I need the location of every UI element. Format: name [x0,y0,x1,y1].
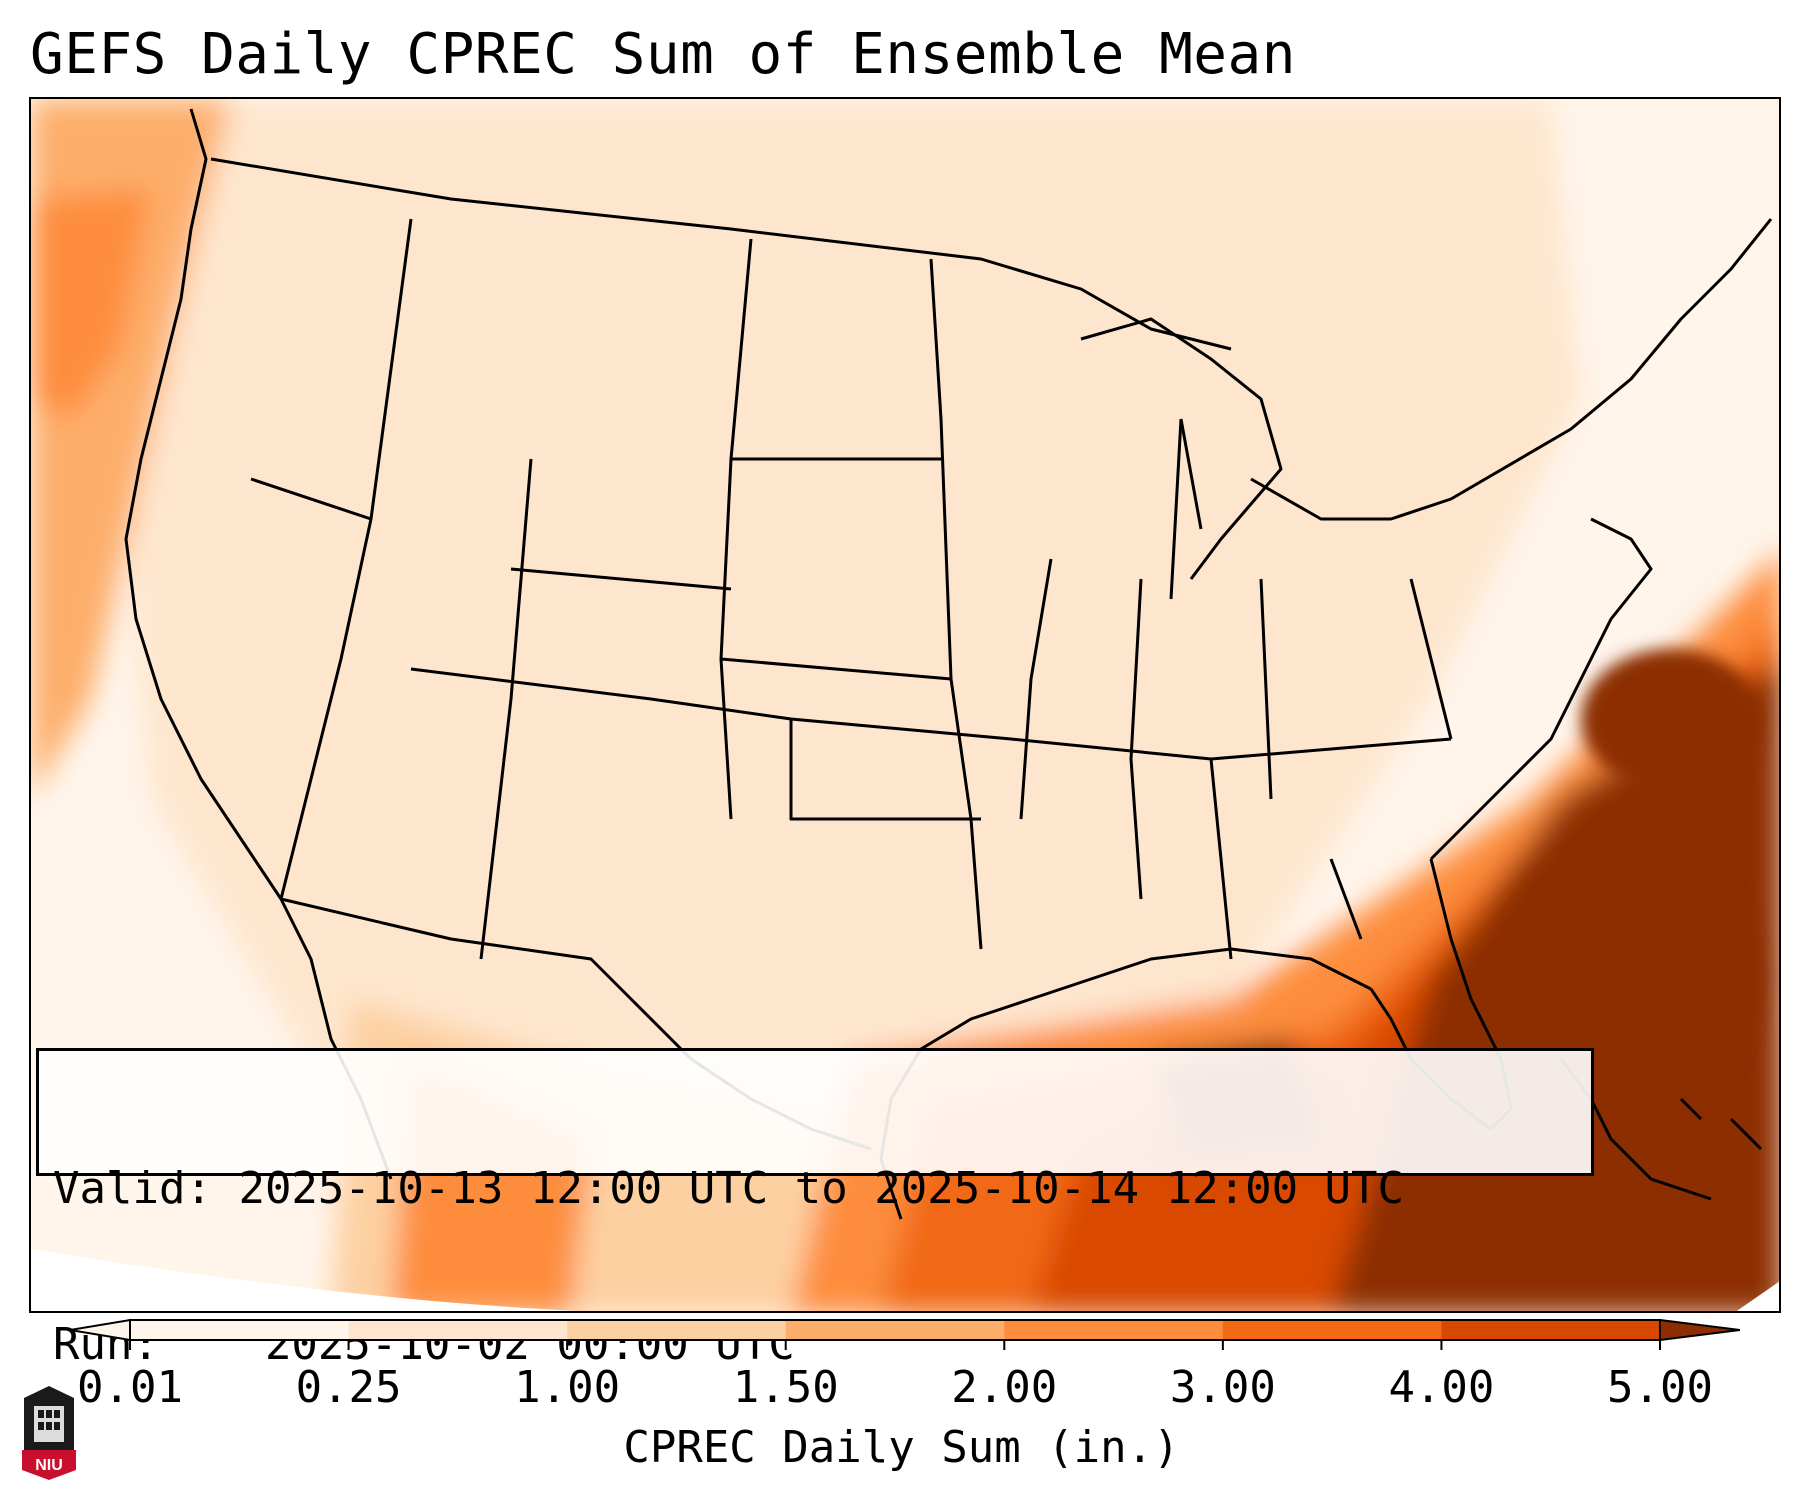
colorbar-extend-max [1659,1318,1740,1342]
projection-edge-left [31,1249,578,1311]
colorbar-outline [129,1319,1661,1341]
colorbar-tick-label: 4.00 [1388,1362,1495,1413]
colorbar-tick-label: 1.50 [732,1362,839,1413]
colorbar-segment [348,1320,568,1340]
colorbar-segment [567,1320,787,1340]
colorbar-segment [1441,1320,1661,1340]
colorbar-label: CPREC Daily Sum (in.) [623,1422,1180,1473]
colorbar [70,1318,1740,1350]
colorbar-segment [1222,1320,1442,1340]
colorbar-extend-min [70,1318,131,1342]
niu-logo: NIU [22,1386,76,1480]
colorbar-segment [785,1320,1005,1340]
info-box: Valid: 2025-10-13 12:00 UTC to 2025-10-1… [36,1048,1594,1370]
colorbar-tick-label: 3.00 [1169,1362,1276,1413]
colorbar-tick-label: 0.25 [295,1362,402,1413]
canada-border-west [210,157,1232,351]
west-coastline [124,108,393,1180]
colorbar-segment [130,1320,350,1340]
valid-value: 2025-10-13 12:00 UTC to 2025-10-14 12:00… [238,1163,1405,1214]
logo-text: NIU [35,1457,63,1474]
colorbar-segments [70,1318,1740,1342]
logo-shield-icon [22,1450,76,1480]
colorbar-segment [1004,1320,1224,1340]
state-boundaries [250,218,1453,960]
valid-line: Valid: 2025-10-13 12:00 UTC to 2025-10-1… [53,1163,1577,1215]
colorbar-ticks [129,1340,1661,1350]
colorbar-tick-label: 5.00 [1607,1362,1713,1413]
valid-label: Valid: [53,1163,212,1214]
projection-edge-right [1736,1281,1779,1311]
great-lakes [1080,317,1452,580]
colorbar-tick-label: 2.00 [951,1362,1058,1413]
colorbar-tick-label: 0.01 [77,1362,183,1413]
east-coastline [1429,218,1773,861]
map-title: GEFS Daily CPREC Sum of Ensemble Mean [30,22,1296,87]
colorbar-tick-label: 1.00 [514,1362,621,1413]
